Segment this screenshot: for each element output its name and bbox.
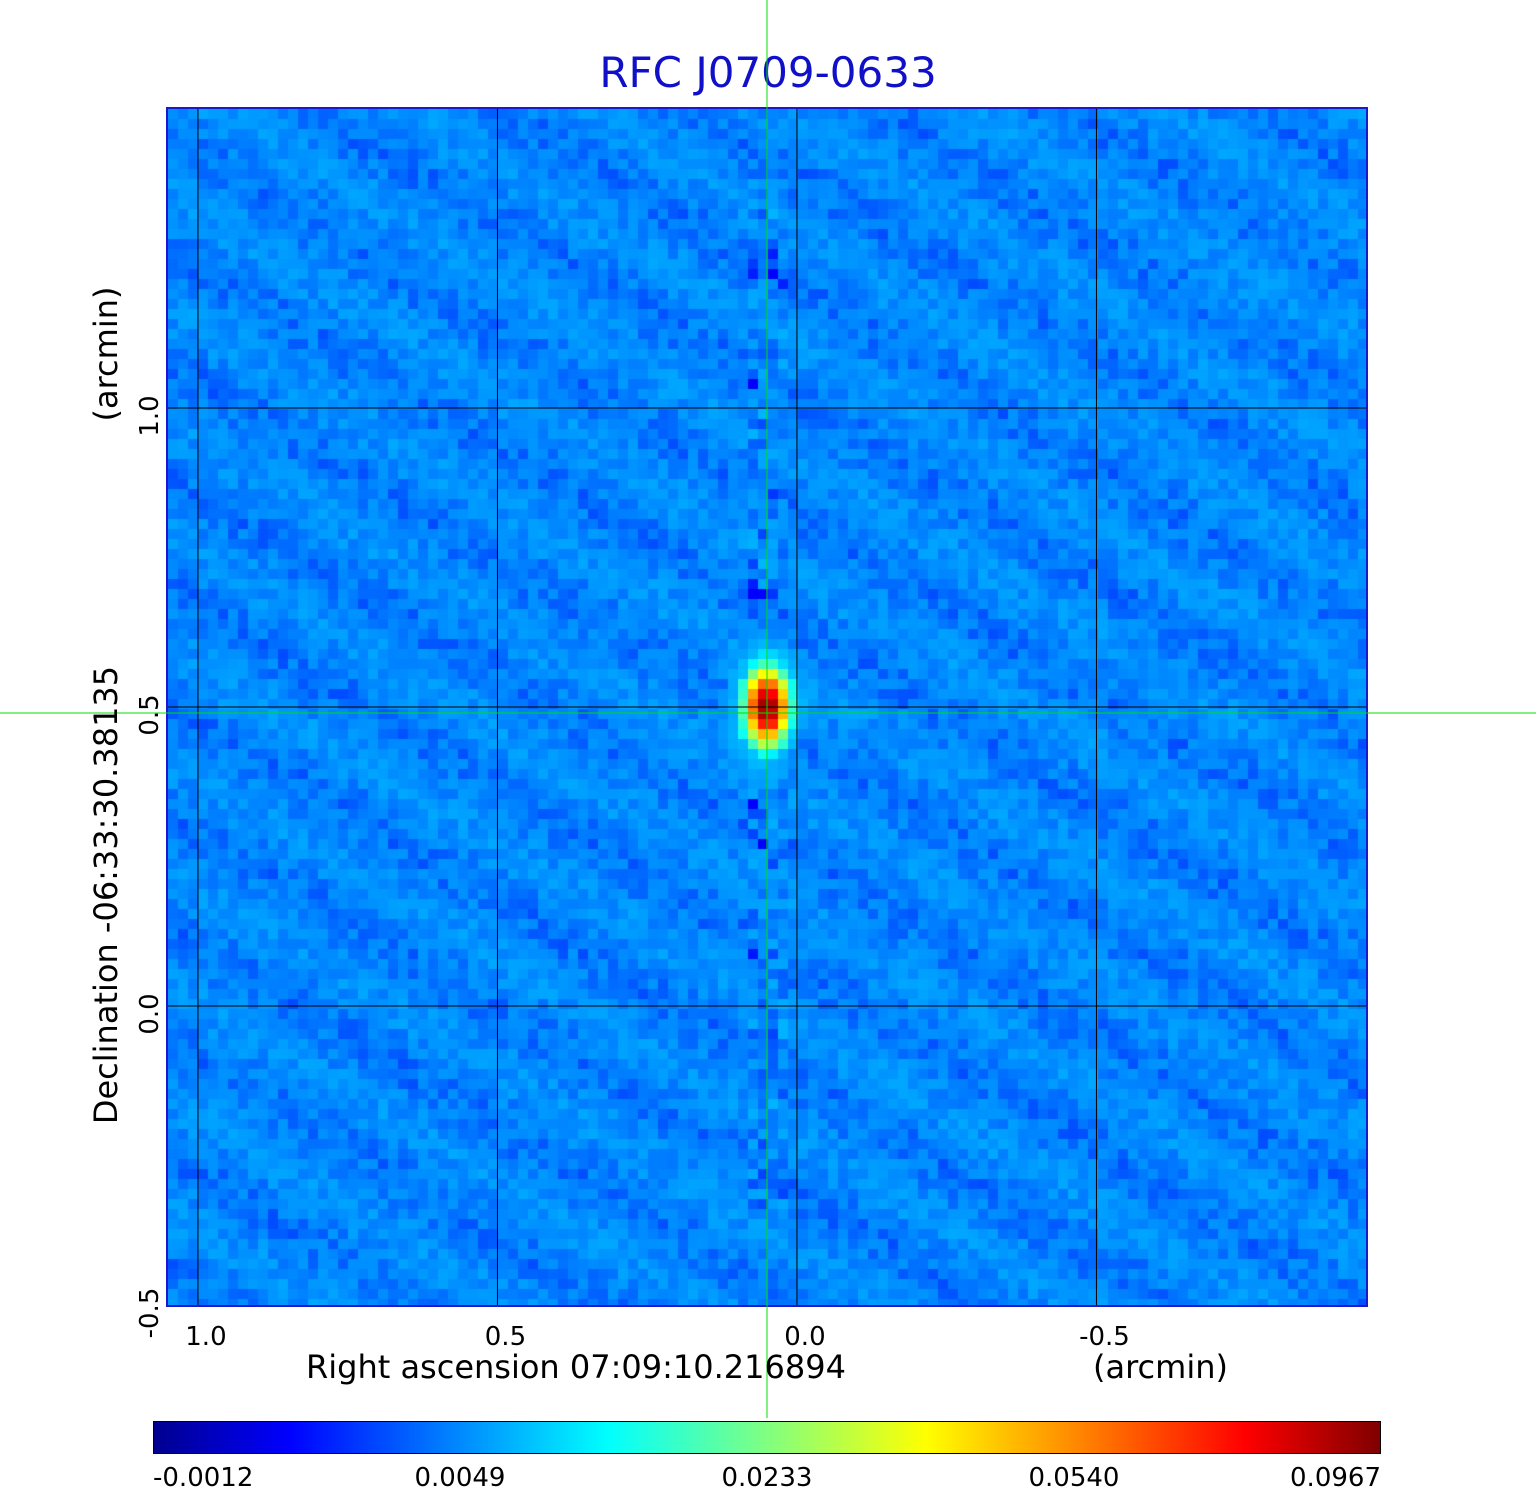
x-axis-unit: (arcmin) <box>1093 1348 1228 1386</box>
x-axis-label: Right ascension 07:09:10.216894 <box>306 1348 846 1386</box>
y-axis-label: Declination -06:33:30.38135 <box>87 665 125 1125</box>
x-tick-label: -0.5 <box>1079 1322 1130 1352</box>
x-tick-label: 0.5 <box>484 1322 527 1352</box>
x-tick-label: 0.0 <box>784 1322 826 1352</box>
colorbar-tick-label: 0.0049 <box>414 1463 506 1493</box>
colorbar <box>153 1421 1381 1454</box>
colorbar-tick-label: 0.0540 <box>1028 1463 1120 1493</box>
colorbar-tick-label: 0.0233 <box>721 1463 813 1493</box>
y-tick-label: 0.5 <box>135 694 165 736</box>
y-tick-label: 1.0 <box>135 395 165 437</box>
y-axis-unit: (arcmin) <box>87 286 125 422</box>
y-tick-label: -0.5 <box>135 1287 165 1339</box>
chart-title: RFC J0709-0633 <box>599 48 937 97</box>
colorbar-tick-label: 0.0967 <box>1290 1463 1381 1493</box>
y-tick-label: 0.0 <box>135 993 165 1035</box>
colorbar-tick-label: -0.0012 <box>153 1463 254 1493</box>
x-tick-label: 1.0 <box>185 1322 227 1352</box>
